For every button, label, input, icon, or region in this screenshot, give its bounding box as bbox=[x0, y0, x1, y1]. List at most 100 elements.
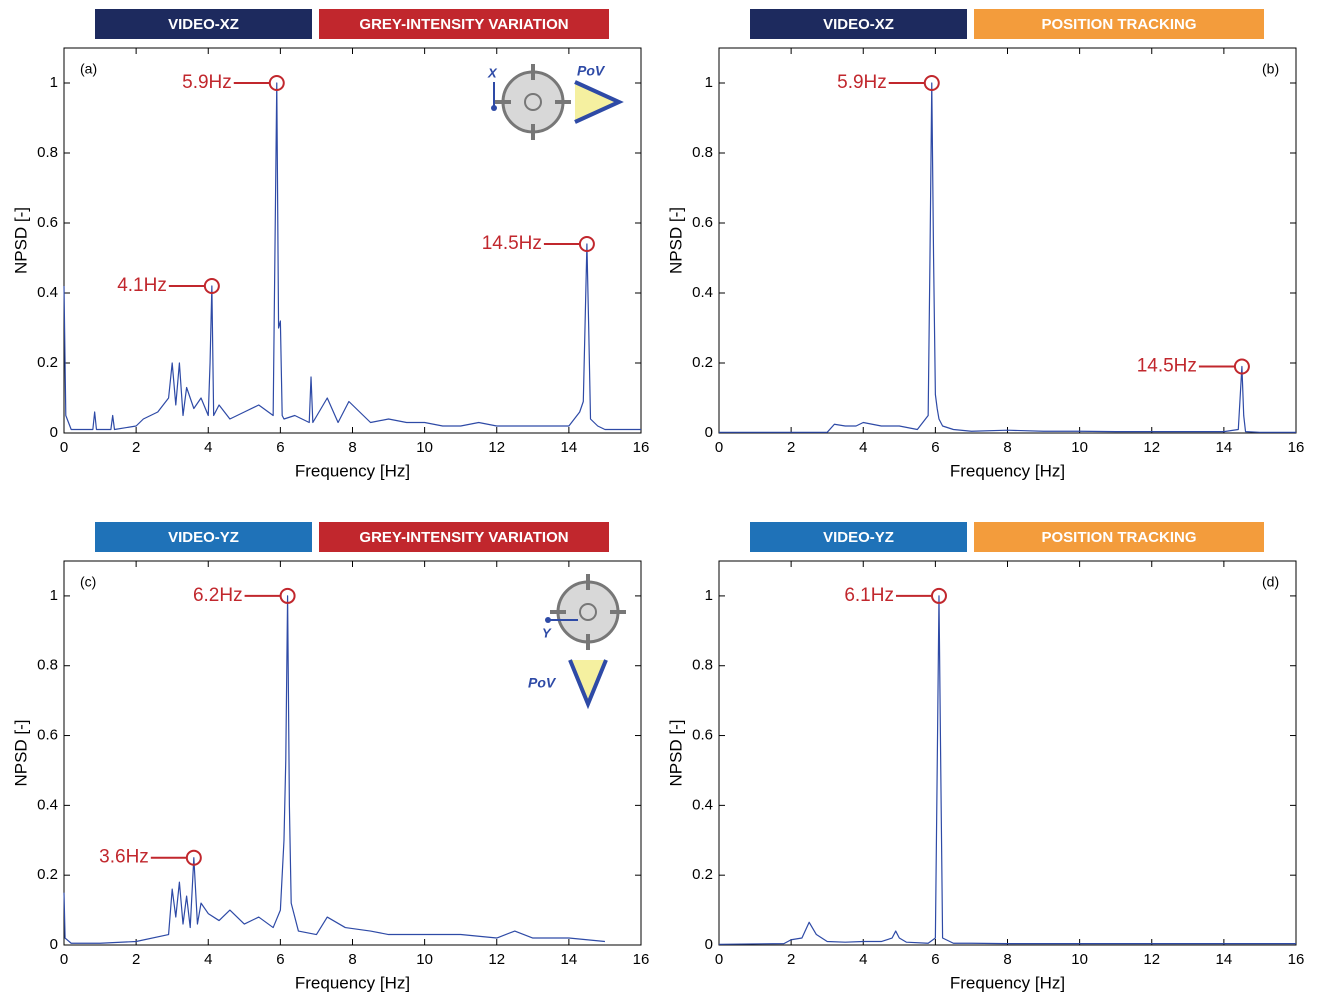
badge bbox=[95, 9, 312, 39]
y-tick-label: 1 bbox=[705, 587, 713, 604]
x-tick-label: 16 bbox=[633, 439, 650, 456]
x-tick-label: 6 bbox=[931, 439, 939, 456]
x-tick-label: 0 bbox=[60, 951, 68, 968]
y-axis-label: NPSD [-] bbox=[11, 719, 30, 786]
y-axis-label: NPSD [-] bbox=[666, 719, 685, 786]
y-axis-label: NPSD [-] bbox=[11, 207, 30, 274]
y-tick-label: 0.4 bbox=[37, 284, 58, 301]
icon-core bbox=[579, 603, 597, 621]
peak-marker bbox=[185, 849, 202, 866]
x-tick-label: 6 bbox=[931, 951, 939, 968]
x-tick-label: 14 bbox=[1216, 439, 1233, 456]
x-tick-label: 0 bbox=[715, 951, 723, 968]
plot-area bbox=[718, 47, 1297, 434]
spectrum-line bbox=[63, 595, 605, 944]
x-tick-label: 10 bbox=[1071, 439, 1088, 456]
badge-text: VIDEO-XZ bbox=[823, 16, 894, 33]
peak-label: 4.1Hz bbox=[117, 275, 167, 296]
y-tick-label: 1 bbox=[50, 587, 58, 604]
x-axis-label: Frequency [Hz] bbox=[950, 461, 1065, 480]
spectrum-line bbox=[718, 595, 1296, 945]
x-tick-label: 10 bbox=[416, 951, 433, 968]
badge-text: GREY-INTENSITY VARIATION bbox=[359, 16, 568, 33]
pov-edge bbox=[574, 80, 624, 124]
badge-text: POSITION TRACKING bbox=[1041, 16, 1196, 33]
icon-core bbox=[524, 93, 542, 111]
x-tick-label: 16 bbox=[633, 951, 650, 968]
x-tick-label: 10 bbox=[1071, 951, 1088, 968]
y-tick-label: 0 bbox=[705, 424, 713, 441]
badge-text: VIDEO-YZ bbox=[168, 529, 239, 546]
y-tick-label: 0 bbox=[705, 936, 713, 953]
y-tick-label: 0.2 bbox=[692, 866, 713, 883]
pov-label: PoV bbox=[528, 675, 557, 691]
x-tick-label: 8 bbox=[1003, 439, 1011, 456]
icon-axis-label: X bbox=[487, 65, 498, 80]
x-tick-label: 6 bbox=[276, 951, 284, 968]
peak-marker bbox=[1233, 358, 1250, 375]
y-tick-label: 0.8 bbox=[692, 144, 713, 161]
y-tick-label: 0.8 bbox=[37, 657, 58, 674]
x-tick-label: 2 bbox=[787, 439, 795, 456]
x-tick-label: 2 bbox=[132, 439, 140, 456]
x-tick-label: 16 bbox=[1288, 951, 1305, 968]
x-tick-label: 4 bbox=[859, 439, 867, 456]
badge bbox=[319, 9, 609, 39]
peak-marker bbox=[930, 587, 947, 604]
y-tick-label: 1 bbox=[705, 74, 713, 91]
panel-label: (d) bbox=[1262, 574, 1279, 590]
badge bbox=[974, 9, 1264, 39]
pov-cone bbox=[575, 84, 619, 120]
x-axis-label: Frequency [Hz] bbox=[950, 973, 1065, 992]
y-tick-label: 1 bbox=[50, 74, 58, 91]
pov-label: PoV bbox=[577, 63, 606, 79]
peak-label: 3.6Hz bbox=[99, 847, 149, 868]
y-tick-label: 0.6 bbox=[692, 214, 713, 231]
icon-ring bbox=[556, 580, 620, 644]
panel-label: (b) bbox=[1262, 61, 1279, 77]
x-tick-label: 12 bbox=[1143, 951, 1160, 968]
peak-label: 5.9Hz bbox=[182, 72, 232, 93]
x-tick-label: 2 bbox=[132, 951, 140, 968]
y-tick-label: 0.2 bbox=[37, 354, 58, 371]
x-tick-label: 4 bbox=[204, 951, 212, 968]
badge bbox=[750, 522, 967, 552]
icon-axis-label: Y bbox=[542, 625, 552, 640]
x-tick-label: 2 bbox=[787, 951, 795, 968]
x-tick-label: 12 bbox=[488, 439, 505, 456]
x-axis-label: Frequency [Hz] bbox=[295, 973, 410, 992]
x-tick-label: 0 bbox=[60, 439, 68, 456]
pov-cone bbox=[572, 660, 604, 704]
y-tick-label: 0 bbox=[50, 936, 58, 953]
view-icon: X PoV bbox=[487, 63, 624, 140]
peak-label: 6.1Hz bbox=[844, 585, 894, 606]
peak-marker bbox=[578, 236, 595, 252]
x-tick-label: 0 bbox=[715, 439, 723, 456]
peak-marker bbox=[279, 587, 296, 604]
badge bbox=[319, 522, 609, 552]
peak-label: 6.2Hz bbox=[193, 585, 243, 606]
badge-text: VIDEO-XZ bbox=[168, 16, 239, 33]
peak-label: 14.5Hz bbox=[1137, 356, 1197, 377]
y-tick-label: 0.4 bbox=[37, 796, 58, 813]
x-tick-label: 12 bbox=[1143, 439, 1160, 456]
y-tick-label: 0.2 bbox=[692, 354, 713, 371]
x-tick-label: 4 bbox=[204, 439, 212, 456]
badge-text: POSITION TRACKING bbox=[1041, 529, 1196, 546]
y-tick-label: 0.6 bbox=[37, 727, 58, 744]
y-tick-label: 0.6 bbox=[37, 214, 58, 231]
spectrum-line bbox=[719, 82, 1296, 433]
peak-label: 5.9Hz bbox=[837, 72, 887, 93]
badge-text: VIDEO-YZ bbox=[823, 529, 894, 546]
y-tick-label: 0.6 bbox=[692, 727, 713, 744]
x-tick-label: 14 bbox=[1216, 951, 1233, 968]
y-tick-label: 0.8 bbox=[692, 657, 713, 674]
icon-origin bbox=[491, 105, 497, 111]
y-tick-label: 0.4 bbox=[692, 284, 713, 301]
plot-area bbox=[718, 560, 1297, 946]
peak-marker bbox=[268, 75, 285, 91]
x-tick-label: 12 bbox=[488, 951, 505, 968]
peak-marker bbox=[203, 278, 220, 294]
x-tick-label: 16 bbox=[1288, 439, 1305, 456]
